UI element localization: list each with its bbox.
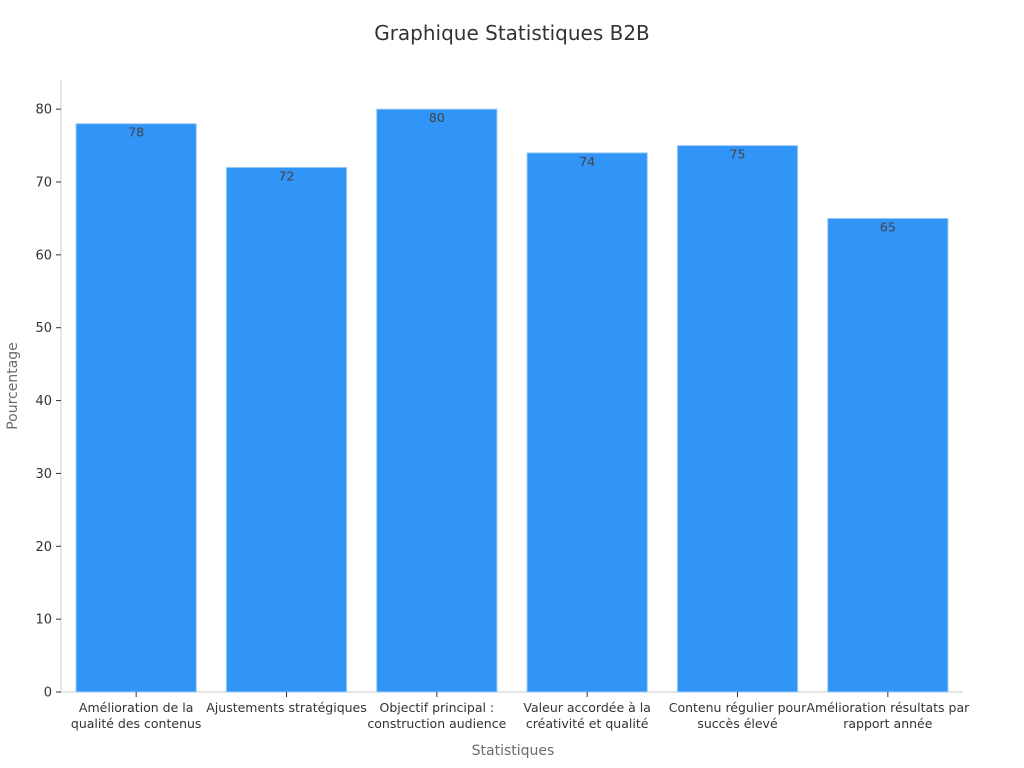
chart-title: Graphique Statistiques B2B [374,21,650,45]
x-tick-label: Amélioration résultats par [806,700,970,715]
x-tick-label: Ajustements stratégiques [206,700,367,715]
x-tick-label: succès élevé [697,716,778,731]
bar [526,152,648,693]
bar [676,145,799,693]
data-label: 80 [429,110,445,125]
bar [376,108,498,693]
y-tick-label: 70 [35,176,52,191]
data-label: 72 [279,168,295,183]
plot-area: 0 10 20 30 40 50 60 70 80 78 Amélioration de laqua… [35,80,970,731]
x-tick-label: Amélioration de la [79,700,193,715]
x-tick-label: créativité et qualité [526,716,649,731]
x-tick-label: construction audience [367,716,506,731]
x-axis-label: Statistiques [472,743,555,759]
x-tick-label: qualité des contenus [71,716,202,731]
data-label: 65 [880,219,896,234]
y-axis-label: Pourcentage [5,342,21,430]
y-tick-label: 80 [35,103,52,118]
data-label: 75 [730,147,746,162]
y-tick-label: 60 [35,248,52,263]
y-tick-label: 40 [35,394,52,409]
x-tick-label: rapport année [843,716,933,731]
y-tick-label: 20 [35,540,52,555]
x-tick-label: Valeur accordée à la [523,700,650,715]
y-tick-label: 10 [35,613,52,628]
bar [225,166,348,693]
bar [75,123,197,693]
data-label: 74 [579,154,595,169]
y-tick-label: 30 [35,467,52,482]
x-tick-label: Objectif principal : [380,700,495,715]
y-tick-label: 0 [44,686,52,701]
y-tick-label: 50 [35,321,52,336]
data-label: 78 [128,125,144,140]
bar [827,217,949,693]
x-tick-label: Contenu régulier pour [669,700,807,715]
